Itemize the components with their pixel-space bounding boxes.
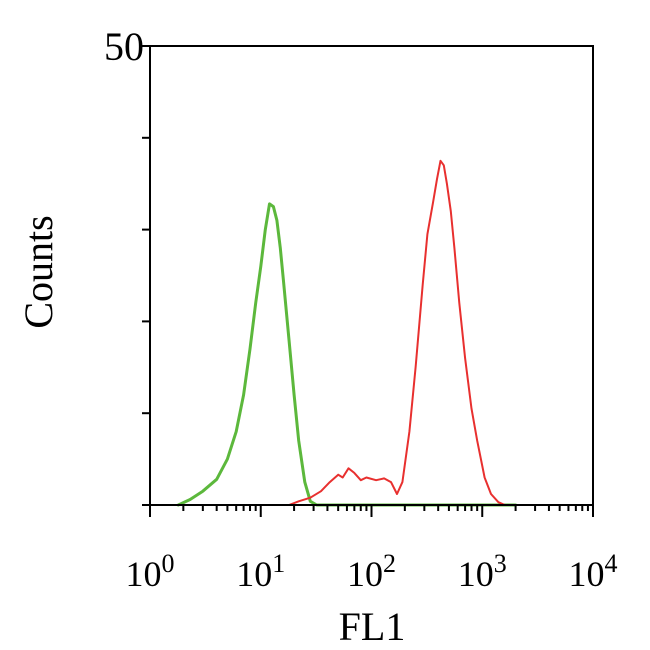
x-tick-label: 102 <box>347 549 396 594</box>
axes-layer: 100 101 102 103 104 50 <box>104 24 618 594</box>
x-tick-label: 104 <box>569 549 618 594</box>
x-axis-label: FL1 <box>339 604 406 649</box>
series-line-0 <box>176 202 518 507</box>
x-tick-label: 100 <box>126 549 175 594</box>
series-layer <box>176 159 594 507</box>
y-tick-label: 50 <box>104 24 144 69</box>
x-tick-label: 103 <box>458 549 507 594</box>
plot-frame <box>149 45 594 506</box>
x-tick-label: 101 <box>236 549 285 594</box>
y-axis-label: Counts <box>16 215 61 328</box>
series-line-1 <box>288 159 594 506</box>
